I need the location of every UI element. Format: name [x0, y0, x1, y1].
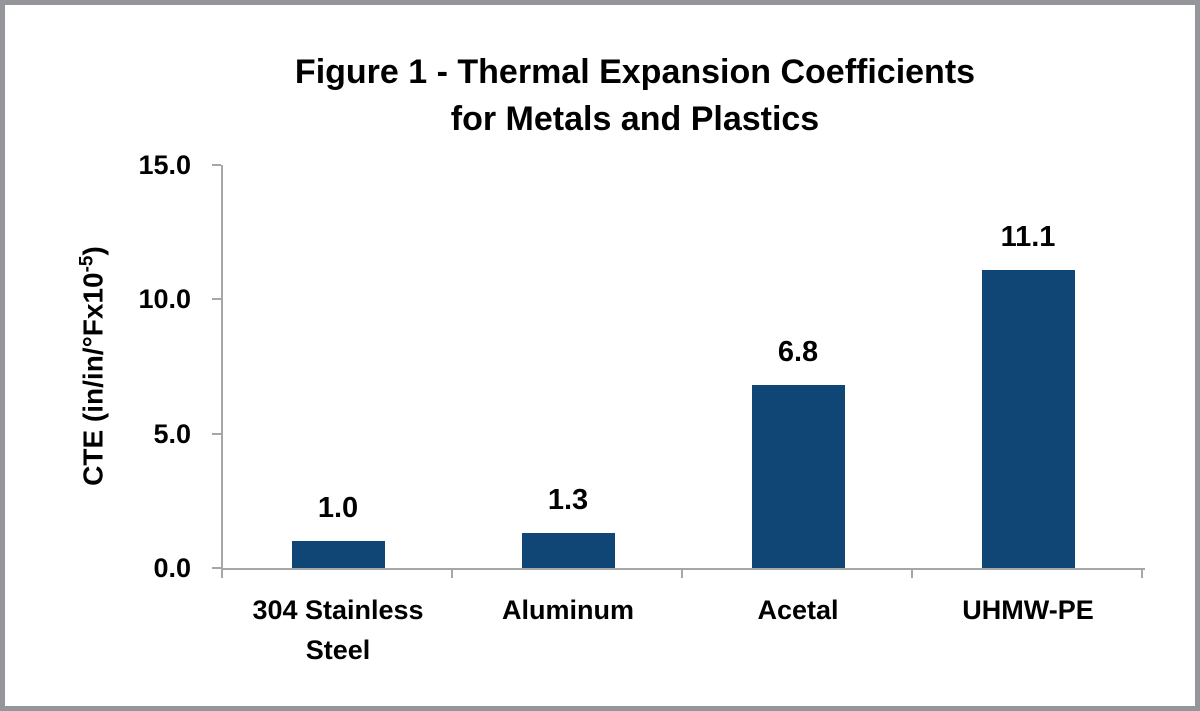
bar-value-label: 6.8: [777, 336, 819, 368]
bar: [292, 541, 385, 568]
y-axis-line: [221, 165, 223, 570]
x-axis-tick: [1141, 570, 1143, 578]
x-axis-tick: [911, 570, 913, 578]
x-category-label: Acetal: [757, 595, 839, 625]
y-axis-tick: [212, 433, 221, 435]
x-axis-tick: [221, 570, 223, 578]
x-category-label: Aluminum: [502, 595, 634, 625]
y-axis-tick: [212, 164, 221, 166]
bar-value-label: 1.0: [317, 492, 359, 524]
bar-value-label: 1.3: [547, 484, 589, 516]
bar: [522, 533, 615, 568]
bar-value-label: 11.1: [1000, 221, 1056, 253]
x-category-label: 304 Stainless Steel: [252, 595, 424, 665]
y-axis-tick: [212, 298, 221, 300]
y-axis-tick-label: 5.0: [153, 419, 191, 449]
chart-title: Figure 1 - Thermal Expansion Coefficient…: [135, 49, 1135, 143]
chart-title-line1: Figure 1 - Thermal Expansion Coefficient…: [294, 53, 976, 91]
x-axis-line: [221, 568, 1145, 570]
y-axis-tick-label: 10.0: [138, 284, 191, 314]
bar: [752, 385, 845, 568]
y-axis-tick-label: 0.0: [153, 553, 191, 583]
x-axis-tick: [451, 570, 453, 578]
x-category-label: UHMW-PE: [962, 595, 1094, 625]
x-axis-tick: [681, 570, 683, 578]
chart-title-line2: for Metals and Plastics: [450, 100, 820, 138]
y-axis-tick: [212, 567, 221, 569]
bar: [982, 270, 1075, 568]
y-axis-title-close: ): [77, 246, 109, 256]
y-axis-tick-label: 15.0: [138, 150, 191, 180]
y-axis-title-superscript: -5: [76, 255, 98, 273]
